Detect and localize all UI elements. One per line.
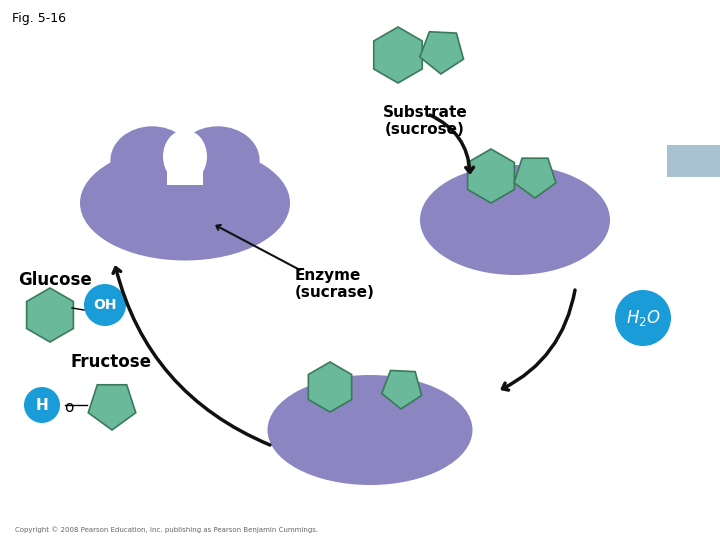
Polygon shape [467, 149, 514, 203]
Polygon shape [514, 158, 556, 198]
Ellipse shape [420, 165, 610, 275]
Text: $H_2O$: $H_2O$ [626, 308, 660, 328]
Text: Substrate
(sucrose): Substrate (sucrose) [382, 105, 467, 137]
Polygon shape [420, 32, 464, 74]
Circle shape [615, 290, 671, 346]
Text: OH: OH [94, 298, 117, 312]
Circle shape [84, 284, 126, 326]
Polygon shape [27, 288, 73, 342]
Text: Enzyme
(sucrase): Enzyme (sucrase) [295, 268, 375, 300]
Text: H: H [35, 397, 48, 413]
Text: o: o [64, 400, 73, 415]
Polygon shape [89, 385, 136, 430]
Ellipse shape [268, 375, 472, 485]
FancyBboxPatch shape [667, 145, 720, 177]
Ellipse shape [110, 126, 194, 195]
Ellipse shape [176, 126, 260, 195]
Ellipse shape [163, 130, 207, 183]
Polygon shape [382, 370, 422, 409]
Text: Glucose: Glucose [18, 271, 91, 289]
Circle shape [24, 387, 60, 423]
Text: Fig. 5-16: Fig. 5-16 [12, 12, 66, 25]
Polygon shape [374, 27, 422, 83]
FancyBboxPatch shape [167, 151, 203, 185]
Text: Fructose: Fructose [70, 353, 151, 371]
Text: Copyright © 2008 Pearson Education, Inc. publishing as Pearson Benjamin Cummings: Copyright © 2008 Pearson Education, Inc.… [15, 526, 318, 533]
Polygon shape [308, 362, 351, 412]
Ellipse shape [80, 145, 290, 260]
